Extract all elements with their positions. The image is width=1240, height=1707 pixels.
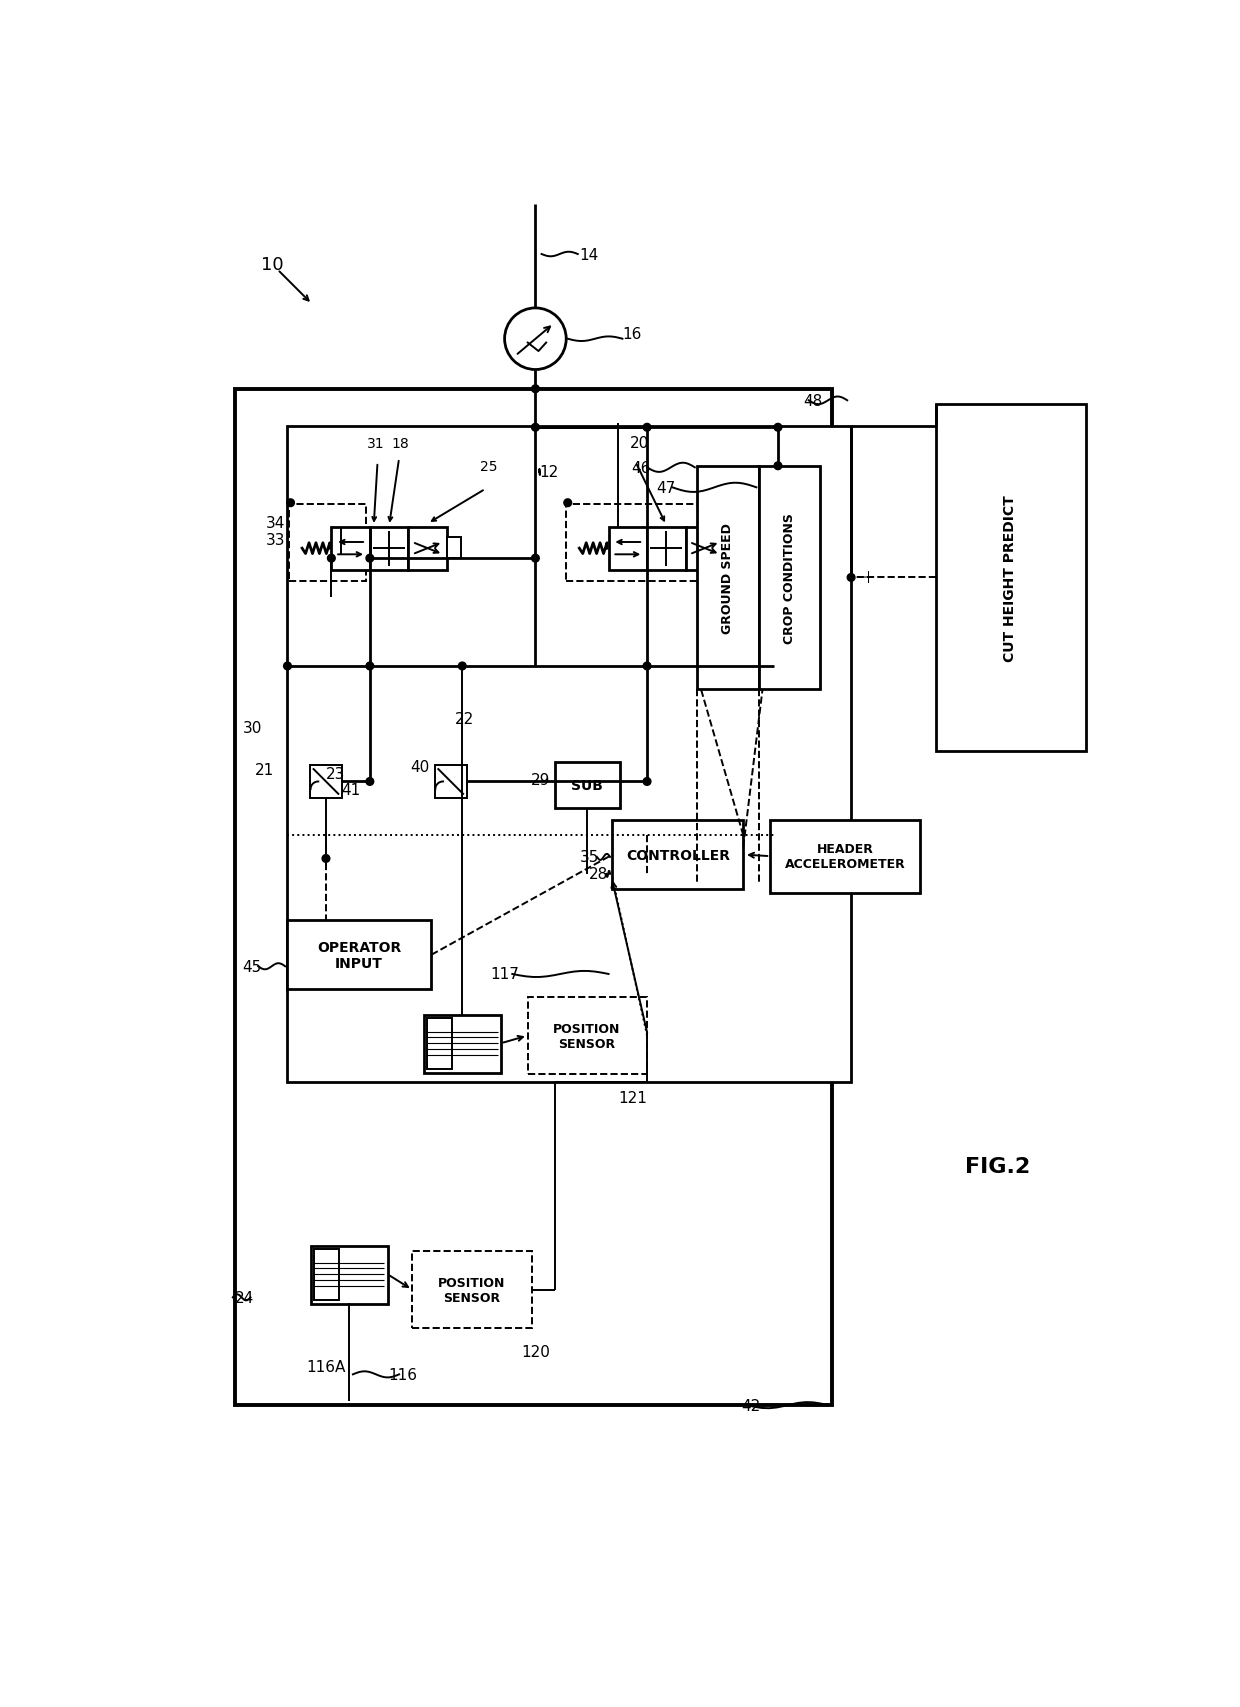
Bar xyxy=(424,1016,501,1074)
Bar xyxy=(554,763,620,809)
Text: 28: 28 xyxy=(589,867,608,883)
Text: 116A: 116A xyxy=(306,1359,346,1374)
Text: 16: 16 xyxy=(622,326,641,341)
Bar xyxy=(609,527,647,570)
Text: 10: 10 xyxy=(260,256,284,273)
Text: SUB: SUB xyxy=(572,778,603,792)
Circle shape xyxy=(366,778,373,785)
Text: CUT HEIGHT PREDICT: CUT HEIGHT PREDICT xyxy=(1003,495,1018,661)
Bar xyxy=(936,405,1086,751)
Circle shape xyxy=(644,423,651,432)
Text: 34: 34 xyxy=(265,516,285,531)
Circle shape xyxy=(644,778,651,785)
Text: 22: 22 xyxy=(455,712,474,727)
Text: 42: 42 xyxy=(742,1398,760,1413)
Bar xyxy=(288,427,851,1082)
Text: ⊣: ⊣ xyxy=(856,568,870,587)
Circle shape xyxy=(644,662,651,671)
Circle shape xyxy=(532,423,539,432)
Circle shape xyxy=(366,662,373,671)
Circle shape xyxy=(366,555,373,563)
Text: 45: 45 xyxy=(242,959,262,975)
Bar xyxy=(412,1251,532,1328)
Bar xyxy=(236,389,832,1405)
Bar xyxy=(310,766,342,799)
Text: 14: 14 xyxy=(579,248,599,263)
Circle shape xyxy=(532,386,539,393)
Bar xyxy=(314,1250,339,1301)
Bar xyxy=(288,920,432,990)
Text: 25: 25 xyxy=(480,459,498,473)
Circle shape xyxy=(284,662,291,671)
Bar xyxy=(567,505,720,582)
Circle shape xyxy=(774,463,781,471)
Text: 12: 12 xyxy=(539,464,559,480)
Bar xyxy=(446,538,461,558)
Text: HEADER
ACCELEROMETER: HEADER ACCELEROMETER xyxy=(785,843,905,871)
Bar xyxy=(759,466,821,690)
Bar xyxy=(528,997,647,1074)
Bar xyxy=(427,1019,453,1070)
Text: 29: 29 xyxy=(531,773,551,789)
Text: 18: 18 xyxy=(392,437,409,451)
Bar xyxy=(686,527,724,570)
Text: 41: 41 xyxy=(341,782,361,797)
Text: 48: 48 xyxy=(804,394,822,408)
Bar xyxy=(289,505,366,582)
Text: 31: 31 xyxy=(367,437,384,451)
Text: 120: 120 xyxy=(521,1343,549,1359)
Circle shape xyxy=(774,423,781,432)
Text: 46: 46 xyxy=(631,461,651,476)
Text: POSITION
SENSOR: POSITION SENSOR xyxy=(553,1022,621,1050)
Circle shape xyxy=(327,555,335,563)
Bar xyxy=(331,527,370,570)
Text: 24: 24 xyxy=(234,1290,254,1306)
Bar xyxy=(697,466,759,690)
Text: 21: 21 xyxy=(254,763,274,778)
Text: CONTROLLER: CONTROLLER xyxy=(626,848,730,862)
Circle shape xyxy=(847,574,854,582)
Bar xyxy=(434,766,467,799)
Bar xyxy=(724,538,738,558)
Text: CROP CONDITIONS: CROP CONDITIONS xyxy=(782,512,796,644)
Text: 121: 121 xyxy=(618,1091,647,1104)
Text: 117: 117 xyxy=(490,966,520,982)
Bar xyxy=(310,1246,388,1304)
Bar xyxy=(647,527,686,570)
Circle shape xyxy=(459,662,466,671)
Text: POSITION
SENSOR: POSITION SENSOR xyxy=(438,1275,505,1304)
Text: 116: 116 xyxy=(388,1367,418,1383)
Text: OPERATOR
INPUT: OPERATOR INPUT xyxy=(317,941,402,970)
Bar xyxy=(770,821,920,893)
Text: 40: 40 xyxy=(410,760,429,773)
Text: 35: 35 xyxy=(579,850,599,865)
Bar xyxy=(370,527,408,570)
Text: FIG.2: FIG.2 xyxy=(965,1157,1030,1176)
Bar xyxy=(613,821,743,889)
Bar xyxy=(408,527,446,570)
Text: 30: 30 xyxy=(242,720,262,736)
Text: GROUND SPEED: GROUND SPEED xyxy=(722,522,734,633)
Text: 33: 33 xyxy=(265,533,285,548)
Circle shape xyxy=(532,555,539,563)
Text: 20: 20 xyxy=(630,435,649,451)
Text: 47: 47 xyxy=(657,481,676,495)
Circle shape xyxy=(286,500,294,507)
Circle shape xyxy=(322,855,330,862)
Circle shape xyxy=(564,500,572,507)
Text: 23: 23 xyxy=(326,766,345,782)
